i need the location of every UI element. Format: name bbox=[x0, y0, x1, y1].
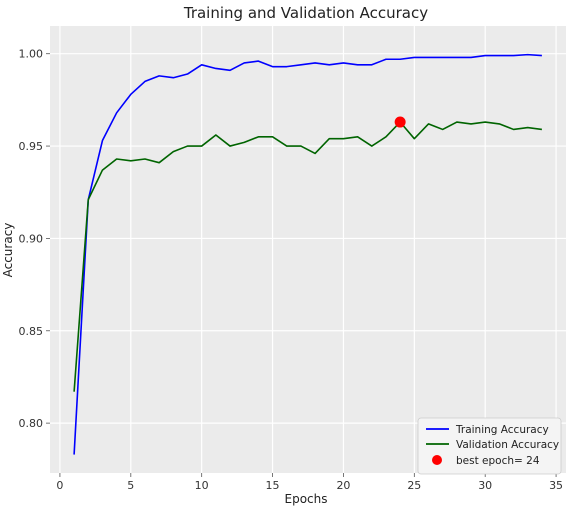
legend-swatch-best-epoch bbox=[432, 455, 442, 465]
x-tick-label: 0 bbox=[56, 479, 63, 492]
y-tick-label: 0.95 bbox=[19, 140, 44, 153]
y-tick-label: 0.90 bbox=[19, 232, 44, 245]
legend-box bbox=[417, 417, 562, 475]
legend: Training Accuracy Validation Accuracy be… bbox=[417, 417, 562, 475]
chart-title: Training and Validation Accuracy bbox=[183, 4, 428, 22]
legend-label-validation: Validation Accuracy bbox=[456, 439, 559, 451]
best-epoch-marker bbox=[394, 116, 406, 128]
x-tick-label: 5 bbox=[127, 479, 134, 492]
plot-area bbox=[50, 26, 566, 473]
y-tick-label: 0.85 bbox=[19, 325, 44, 338]
x-axis-label: Epochs bbox=[285, 492, 328, 506]
training-accuracy-line bbox=[73, 53, 542, 455]
y-tick-label: 0.80 bbox=[19, 417, 44, 430]
x-tick-label: 30 bbox=[478, 479, 492, 492]
x-tick-label: 35 bbox=[549, 479, 563, 492]
legend-label-training: Training Accuracy bbox=[455, 424, 549, 436]
x-tick-label: 20 bbox=[336, 479, 350, 492]
y-tick-label: 1.00 bbox=[19, 48, 44, 61]
x-axis-ticks: 0 5 10 15 20 25 30 35 bbox=[56, 473, 563, 492]
grid-lines bbox=[50, 26, 566, 473]
legend-label-best-epoch: best epoch= 24 bbox=[456, 455, 540, 467]
y-axis-ticks: 0.80 0.85 0.90 0.95 1.00 bbox=[19, 48, 50, 430]
validation-accuracy-line bbox=[73, 121, 543, 392]
x-tick-label: 15 bbox=[266, 479, 280, 492]
series-lines bbox=[73, 53, 543, 455]
x-tick-label: 25 bbox=[407, 479, 421, 492]
x-tick-label: 10 bbox=[195, 479, 209, 492]
y-axis-label: Accuracy bbox=[1, 223, 15, 278]
best-epoch-marker-group bbox=[394, 116, 406, 128]
